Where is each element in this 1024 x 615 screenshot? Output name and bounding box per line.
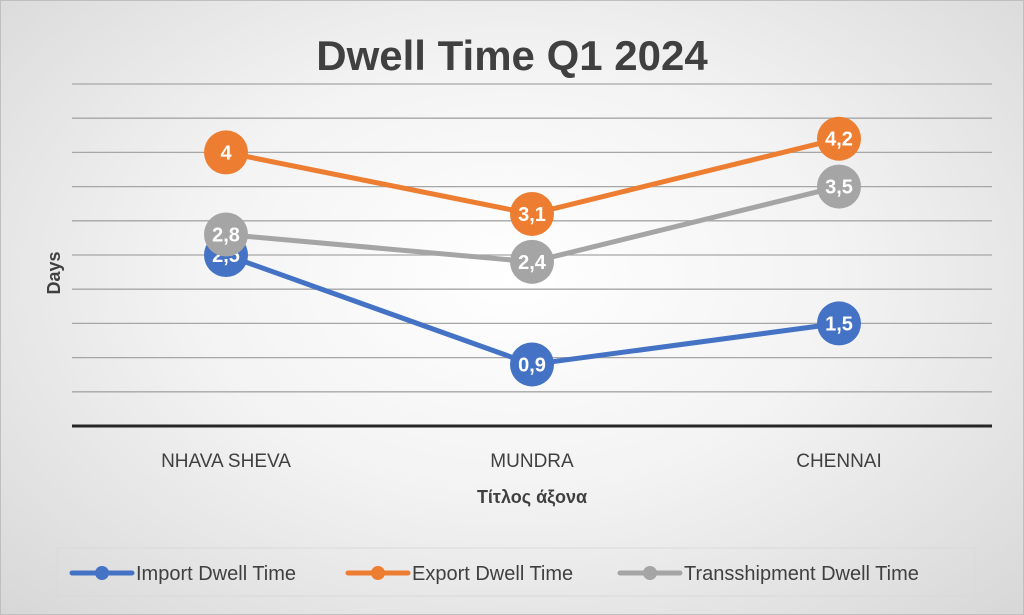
legend-label: Import Dwell Time bbox=[136, 563, 296, 585]
x-tick-label: MUNDRA bbox=[490, 451, 574, 472]
data-label: 0,9 bbox=[518, 354, 546, 376]
legend-item: Export Dwell Time bbox=[345, 563, 573, 585]
legend-box bbox=[56, 547, 976, 597]
data-label: 3,1 bbox=[518, 204, 546, 226]
data-label: 2,8 bbox=[212, 224, 240, 246]
legend-item: Import Dwell Time bbox=[69, 563, 296, 585]
data-point bbox=[204, 130, 248, 175]
series-2: 4 3,1 4,2 bbox=[204, 116, 861, 236]
y-axis-title: Days bbox=[44, 251, 64, 294]
data-point bbox=[204, 212, 248, 257]
data-label: 4,2 bbox=[825, 129, 853, 151]
x-tick-label: CHENNAI bbox=[796, 451, 882, 472]
legend-label: Export Dwell Time bbox=[412, 563, 573, 585]
data-point bbox=[817, 116, 861, 161]
legend-item: Transshipment Dwell Time bbox=[617, 563, 919, 585]
data-point bbox=[510, 239, 554, 284]
data-label: 4 bbox=[220, 142, 232, 164]
x-axis-title: Τίτλος άξονα bbox=[477, 487, 587, 508]
legend-marker bbox=[643, 566, 657, 580]
series-layer: 2,50,91,543,14,22,82,43,5 bbox=[204, 116, 861, 387]
data-point bbox=[817, 164, 861, 209]
data-label: 2,4 bbox=[518, 252, 547, 274]
x-axis-ticks: NHAVA SHEVA MUNDRA CHENNAI bbox=[161, 451, 882, 472]
legend-label: Transshipment Dwell Time bbox=[684, 563, 919, 585]
data-point bbox=[510, 342, 554, 387]
data-point bbox=[817, 301, 861, 346]
legend-marker bbox=[371, 566, 385, 580]
data-label: 1,5 bbox=[825, 313, 853, 335]
chart-title: Dwell Time Q1 2024 bbox=[316, 32, 708, 79]
data-point bbox=[510, 191, 554, 236]
data-label: 3,5 bbox=[825, 177, 853, 199]
legend-marker bbox=[95, 566, 109, 580]
series-3: 2,8 2,4 3,5 bbox=[204, 164, 861, 284]
x-tick-label: NHAVA SHEVA bbox=[161, 451, 291, 472]
legend: Import Dwell Time Export Dwell Time Transs… bbox=[69, 563, 919, 585]
